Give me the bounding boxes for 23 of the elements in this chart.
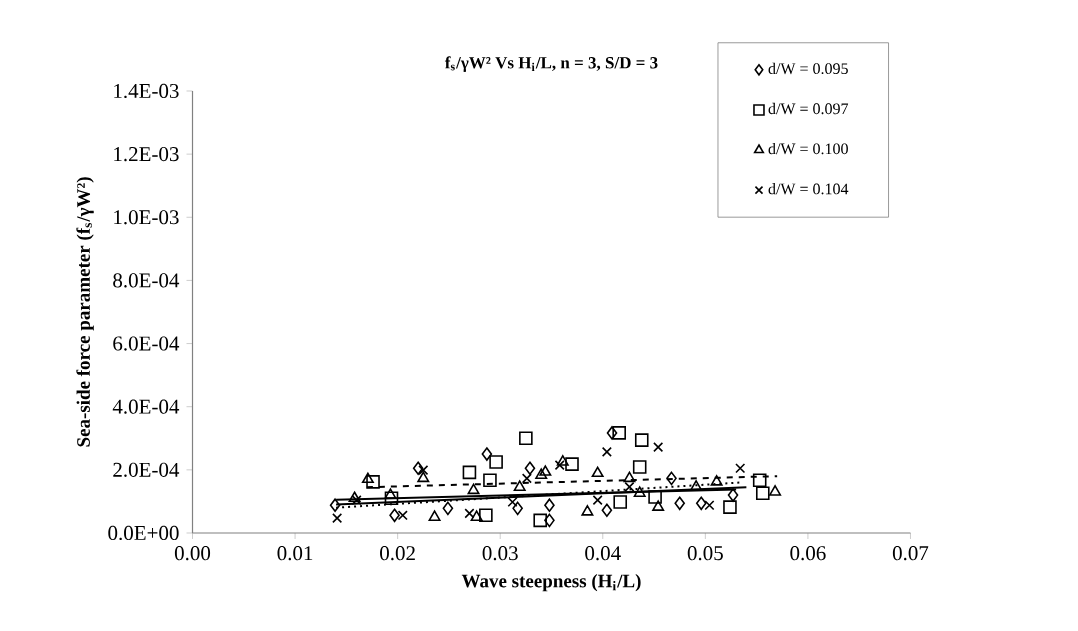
- y-axis-title: Sea-side force parameter (f$_{s}$/γW²): [76, 177, 94, 447]
- x-tick-label: 0.04: [585, 546, 621, 561]
- y-tick-label: 8.0E-04: [113, 273, 180, 288]
- y-tick-label: 2.0E-04: [113, 462, 180, 477]
- y-tick-label: 1.0E-03: [114, 210, 179, 225]
- x-tick-label: 0.05: [687, 546, 723, 561]
- y-tick-label: 0.0E+00: [108, 525, 179, 541]
- chart-title: f$_{s}$/γW² Vs H$_{i}$/L, n = 3, S/D = 3: [444, 56, 658, 72]
- x-tick-label: 0.01: [277, 546, 313, 561]
- x-axis-title: Wave steepness (H$_{i}$/L): [461, 574, 641, 592]
- x-tick-label: 0.03: [482, 546, 518, 561]
- legend-label: d/W = 0.100: [768, 142, 848, 155]
- legend-label: d/W = 0.095: [768, 62, 848, 75]
- x-tick-label: 0.02: [380, 546, 415, 561]
- y-tick-label: 1.2E-03: [114, 147, 179, 162]
- y-tick-label: 6.0E-04: [113, 336, 180, 351]
- x-tick-label: 0.07: [892, 546, 929, 561]
- legend-label: d/W = 0.097: [768, 102, 849, 115]
- y-tick-label: 1.4E-03: [114, 83, 179, 99]
- y-tick-label: 4.0E-04: [112, 399, 180, 414]
- x-tick-label: 0.00: [174, 546, 211, 561]
- legend-label: d/W = 0.104: [768, 183, 849, 195]
- x-tick-label: 0.06: [790, 546, 826, 561]
